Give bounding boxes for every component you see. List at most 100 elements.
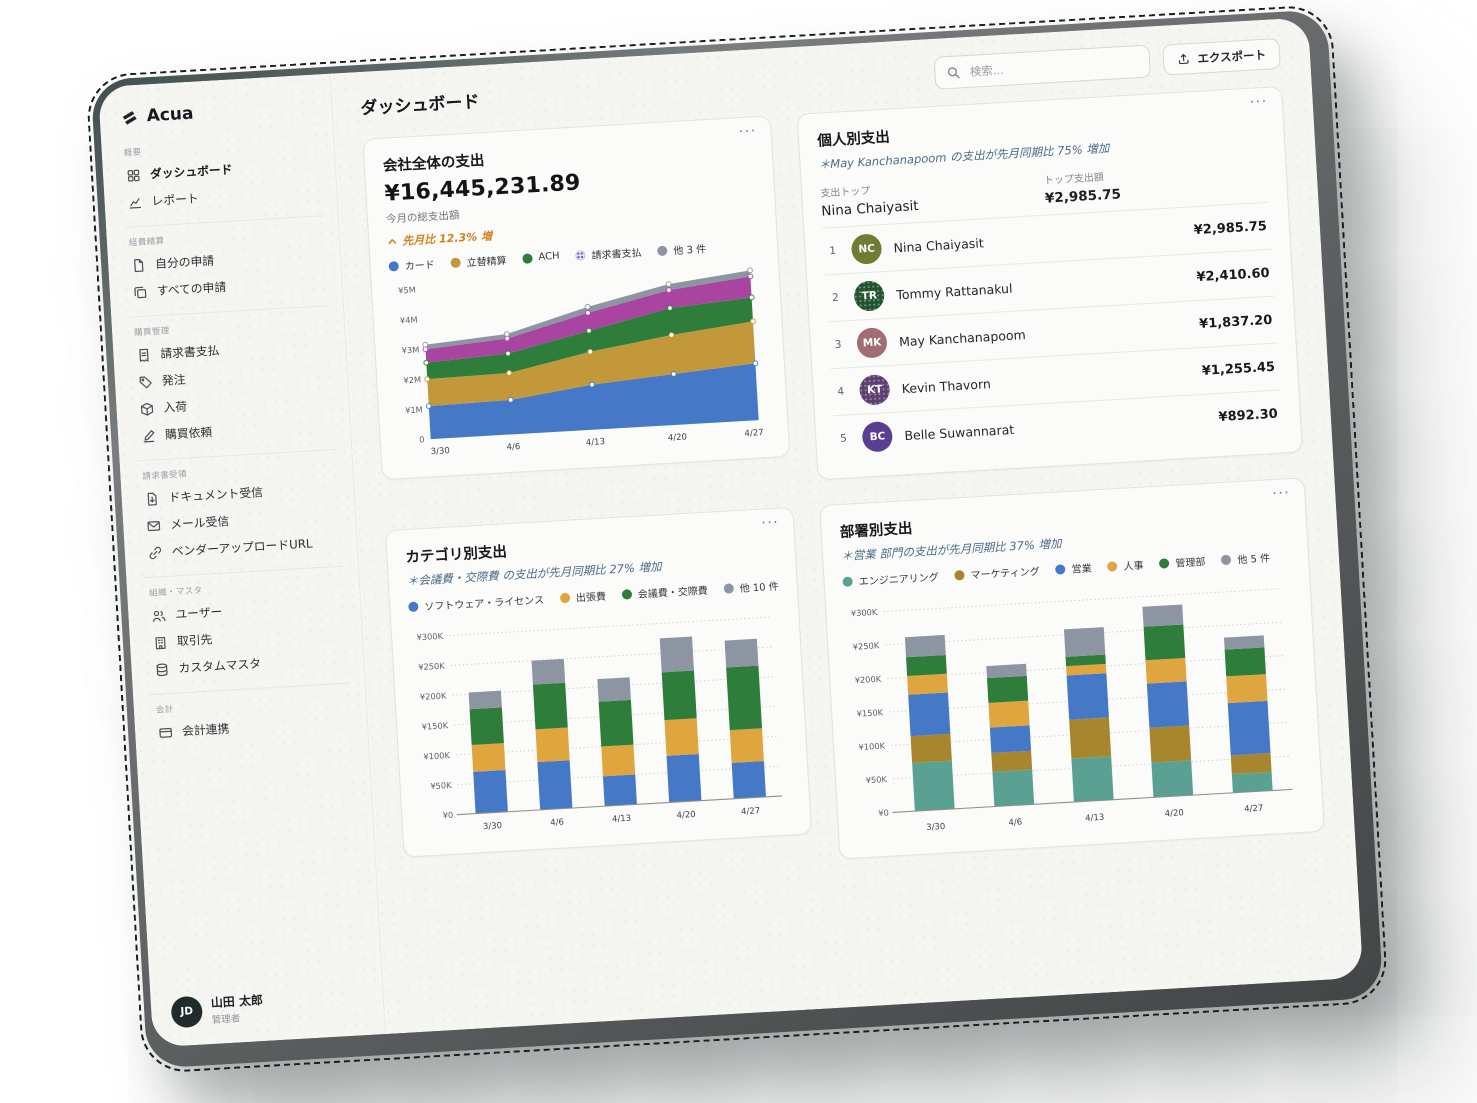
person-amount: ¥1,255.45 (1201, 359, 1276, 379)
legend-dot-icon (723, 582, 734, 594)
more-options-icon[interactable]: ··· (1249, 93, 1269, 111)
svg-text:3/30: 3/30 (430, 446, 450, 457)
person-name: Nina Chaiyasit (893, 234, 985, 255)
doc-download-icon (144, 491, 160, 507)
sidebar-item[interactable]: メール受信 (141, 502, 342, 540)
svg-text:¥250K: ¥250K (853, 640, 880, 652)
svg-text:¥3M: ¥3M (401, 344, 419, 355)
svg-text:4/13: 4/13 (612, 814, 632, 825)
sidebar-section: 組織・マスタ ユーザー 取引先 カスタムマスタ (144, 565, 351, 685)
legend-item[interactable]: カード (388, 256, 435, 274)
card-category-spend: ··· カテゴリ別支出 ＊会議費・交際費 の支出が先月同期比 27% 増加 ソフ… (384, 506, 813, 858)
sidebar-item[interactable]: レポート (122, 178, 323, 216)
svg-text:4/20: 4/20 (676, 810, 696, 821)
export-button[interactable]: エクスポート (1162, 37, 1281, 76)
sidebar-item-label: 入荷 (163, 399, 188, 416)
dashboard-mockup: Acua 概要 ダッシュボード レポート 経費精算 自分の申請 すべての申請 購買管理 請求書… (85, 3, 1389, 1075)
person-amount: ¥1,837.20 (1198, 312, 1273, 332)
person-amount: ¥892.30 (1218, 406, 1279, 425)
sidebar-item-label: カスタムマスタ (178, 657, 262, 676)
sidebar-item[interactable]: すべての申請 (127, 268, 328, 306)
users-icon (151, 608, 167, 624)
legend-label: カード (404, 259, 436, 273)
legend-label: 他 3 件 (673, 244, 707, 258)
legend-dot-icon (1221, 554, 1232, 565)
building-icon (153, 635, 169, 651)
sidebar-item[interactable]: 自分の申請 (126, 241, 327, 279)
legend-item[interactable]: エンジニアリング (842, 568, 939, 589)
sidebar-section: 購買管理 請求書支払 発注 入荷 購買依頼 (129, 305, 337, 451)
legend-dot-icon (657, 245, 668, 256)
sidebar-item[interactable]: カスタムマスタ (149, 646, 350, 684)
svg-text:¥100K: ¥100K (423, 750, 451, 762)
card-department-spend: ··· 部署別支出 ＊営業 部門の支出が先月同期比 37% 増加 エンジニアリン… (819, 477, 1325, 860)
legend-item[interactable]: 管理部 (1159, 553, 1206, 571)
brand-logo[interactable]: Acua (119, 96, 318, 127)
legend-item[interactable]: 会議費・交際費 (621, 582, 708, 602)
sidebar-item[interactable]: 取引先 (147, 619, 348, 657)
database-icon (154, 662, 170, 678)
sidebar-item-label: メール受信 (169, 514, 230, 533)
svg-text:4/27: 4/27 (744, 428, 764, 439)
svg-text:¥0: ¥0 (878, 807, 889, 818)
legend-dot-icon (450, 256, 461, 268)
top-bar: ダッシュボード エクスポート (360, 37, 1281, 123)
legend-dot-icon (388, 260, 399, 272)
svg-text:¥0: ¥0 (442, 810, 453, 821)
company-spend-area-chart: 0 ¥1M ¥2M ¥3M ¥4M ¥5M 3/30 4/6 4/13 4/20 4/27 (389, 258, 770, 462)
sidebar-item[interactable]: 請求書支払 (131, 331, 332, 369)
sidebar-item[interactable]: 入荷 (134, 385, 335, 423)
sidebar-item[interactable]: 発注 (132, 358, 333, 396)
user-profile[interactable]: JD 山田 太郎 管理者 (168, 985, 370, 1028)
svg-text:0: 0 (419, 434, 425, 444)
sidebar-item[interactable]: ダッシュボード (120, 151, 321, 189)
svg-text:4/6: 4/6 (506, 442, 520, 453)
sidebar-item[interactable]: 会計連携 (152, 708, 353, 746)
legend-label: 管理部 (1175, 557, 1206, 570)
legend-label: 立替精算 (466, 255, 507, 270)
top-actions: エクスポート (933, 37, 1281, 90)
search-input[interactable] (967, 53, 1139, 80)
svg-text:4/27: 4/27 (741, 806, 761, 817)
person-amount: ¥2,410.60 (1196, 265, 1270, 285)
legend-item[interactable]: 営業 (1055, 560, 1092, 577)
avatar: TR (853, 280, 886, 312)
legend-item[interactable]: マーケティング (954, 563, 1040, 583)
stacked-bar-chart-svg: ¥0 ¥50K ¥100K ¥150K ¥200K ¥250K ¥300K 3/30 4/6 4/… (416, 616, 783, 832)
legend-label: 他 5 件 (1237, 553, 1271, 567)
more-options-icon[interactable]: ··· (760, 514, 780, 532)
sidebar-item[interactable]: ベンダーアップロードURL (142, 529, 343, 567)
sidebar-item-label: ベンダーアップロードURL (171, 536, 313, 559)
legend-item[interactable]: 出張費 (559, 588, 606, 606)
sidebar-item[interactable]: ドキュメント受信 (139, 475, 340, 513)
sidebar-item[interactable]: 購買依頼 (135, 412, 336, 450)
legend-item[interactable]: 人事 (1107, 557, 1144, 574)
legend-dot-icon (842, 575, 854, 587)
legend-item[interactable]: 他 5 件 (1221, 549, 1271, 567)
person-name: Belle Suwannarat (904, 421, 1015, 443)
main-content: ダッシュボード エクスポート (331, 17, 1364, 1034)
legend-item[interactable]: ソフトウェア・ライセンス (408, 591, 544, 614)
sidebar-item[interactable]: ユーザー (146, 592, 347, 630)
legend-item[interactable]: 他 10 件 (723, 578, 779, 596)
svg-text:¥1M: ¥1M (405, 404, 423, 415)
sidebar-section: 請求書受領 ドキュメント受信 メール受信 ベンダーアップロードURL (137, 448, 344, 568)
sidebar-item-label: レポート (151, 191, 200, 209)
legend-label: 他 10 件 (739, 581, 780, 595)
sidebar-item-label: ドキュメント受信 (168, 485, 264, 506)
export-label: エクスポート (1197, 47, 1267, 66)
trend-label: 先月比 12.3% 増 (401, 229, 493, 248)
more-options-icon[interactable]: ··· (1271, 485, 1291, 503)
legend-item[interactable]: 他 3 件 (657, 240, 707, 258)
search-input-wrap (933, 44, 1152, 90)
sidebar-item-label: 発注 (161, 372, 186, 389)
legend-dot-icon (559, 592, 571, 603)
more-options-icon[interactable]: ··· (738, 123, 758, 141)
stacked-bar-chart-svg: ¥0 ¥50K ¥100K ¥150K ¥200K ¥250K ¥300K 3/30 4/6 4/… (851, 588, 1293, 833)
legend-dot-icon (408, 600, 419, 612)
legend-item[interactable]: 請求書支払 (575, 244, 642, 263)
legend-item[interactable]: ACH (522, 251, 560, 264)
legend-item[interactable]: 立替精算 (450, 252, 507, 270)
person-rank: 1 (829, 244, 837, 258)
svg-text:¥300K: ¥300K (416, 631, 444, 643)
